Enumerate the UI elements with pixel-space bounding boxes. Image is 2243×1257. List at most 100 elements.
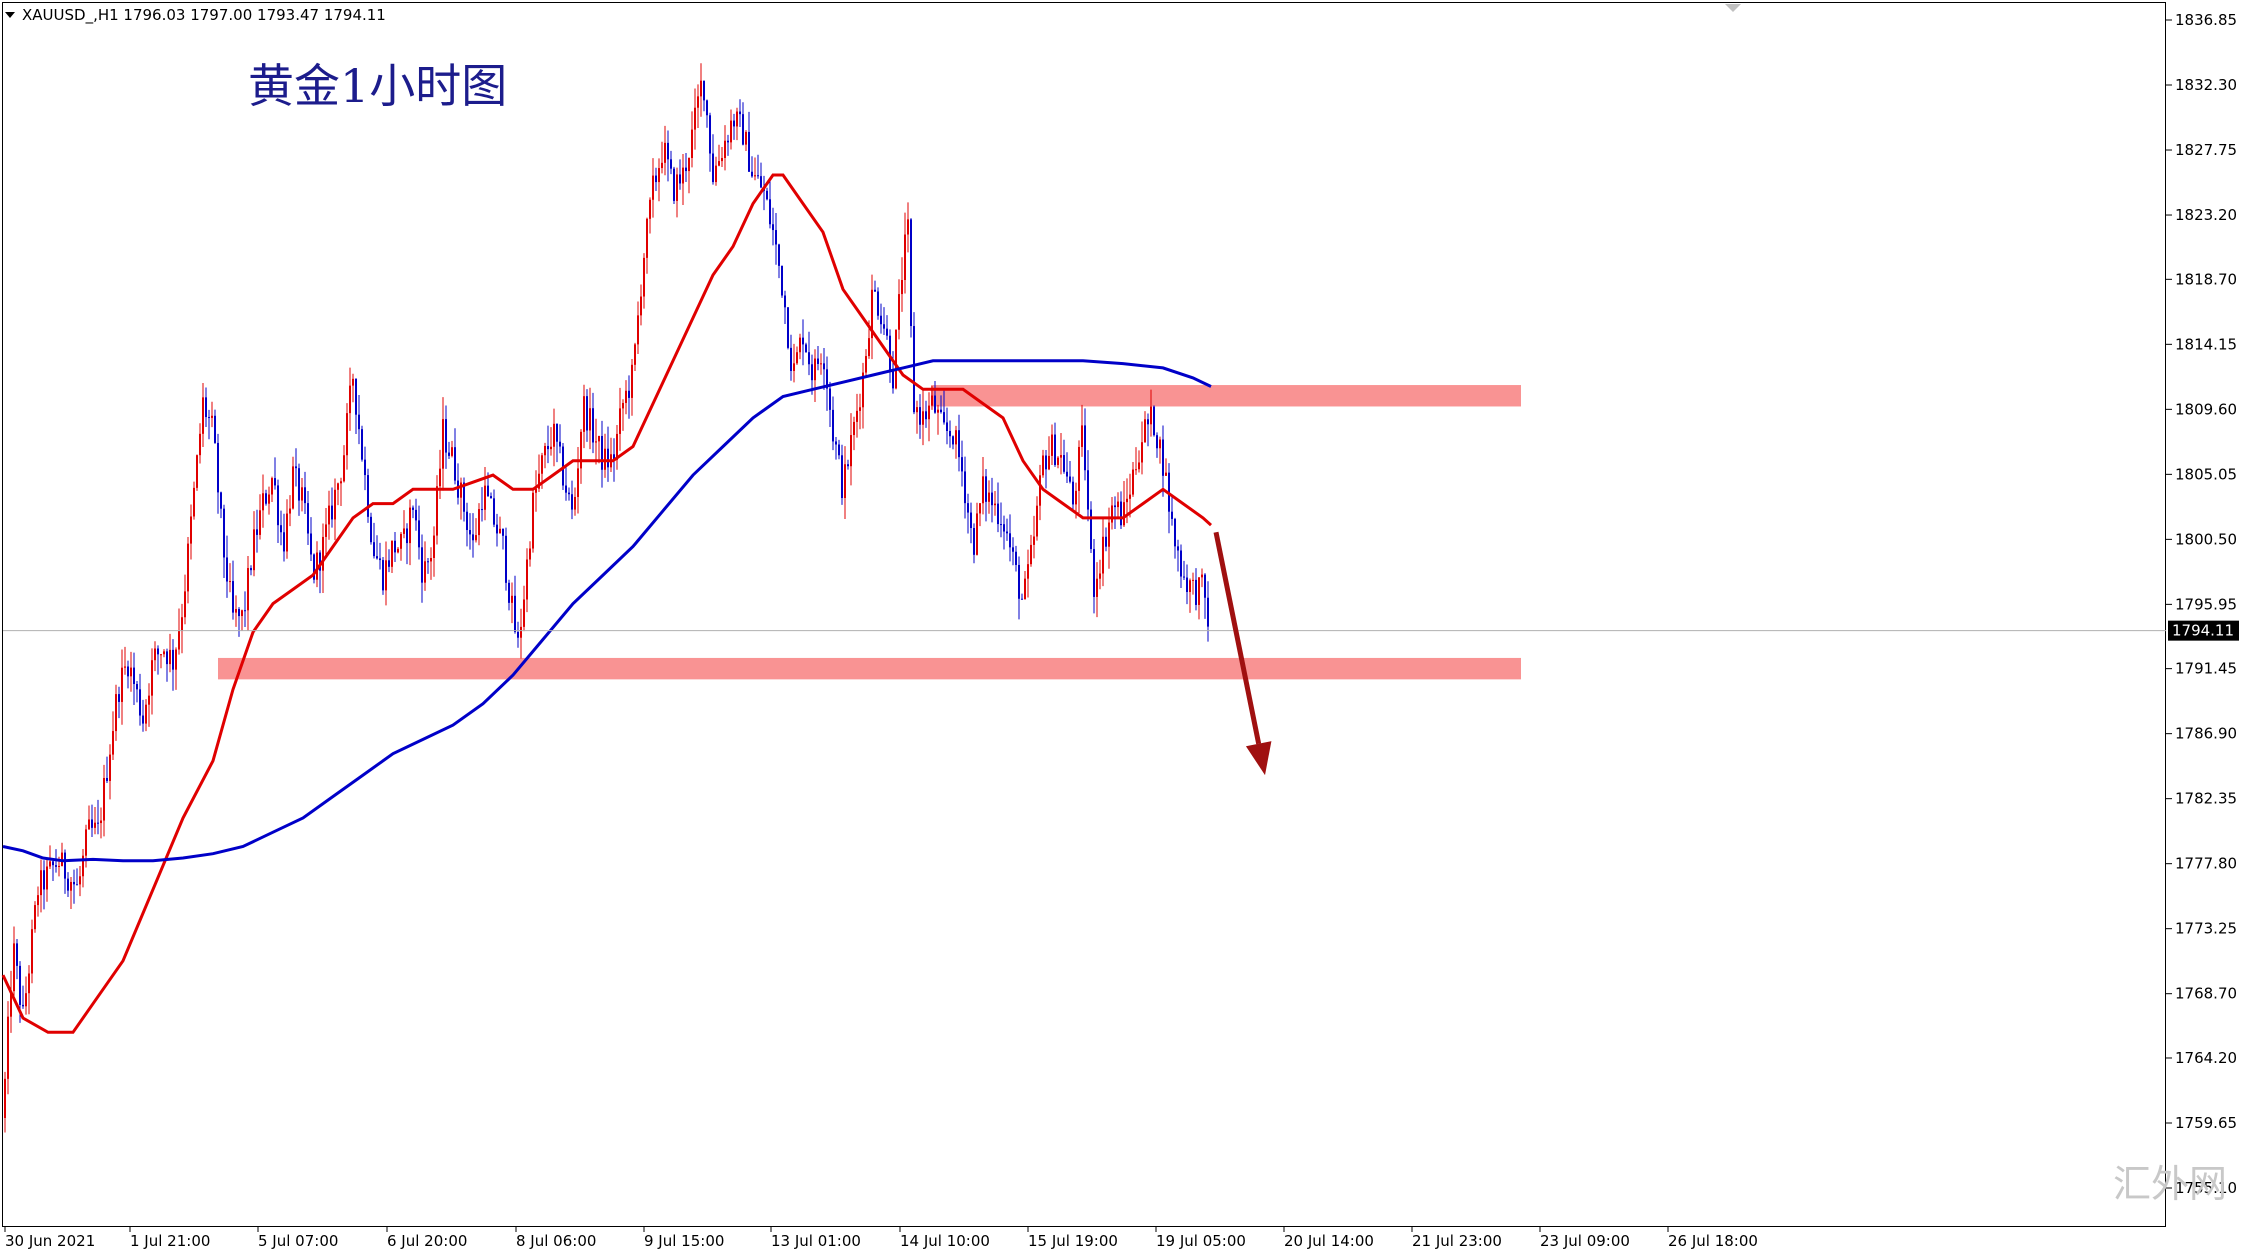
candle-body <box>520 626 522 638</box>
candle-body <box>1033 536 1035 545</box>
candle-body <box>499 528 501 534</box>
candle-body <box>1138 462 1140 470</box>
candle-body <box>55 865 57 867</box>
candle-body <box>766 190 768 200</box>
candle-body <box>661 162 663 169</box>
candle-body <box>667 142 669 160</box>
candle-body <box>919 407 921 425</box>
x-tick-label: 8 Jul 06:00 <box>516 1232 596 1250</box>
candle-body <box>10 991 12 1017</box>
candle-body <box>955 430 957 445</box>
candle-body <box>100 820 102 824</box>
x-tick-label: 30 Jun 2021 <box>5 1232 95 1250</box>
candle-body <box>22 1004 24 1007</box>
candle-body <box>772 224 774 231</box>
candle-body <box>514 595 516 632</box>
candle-body <box>640 296 642 316</box>
resistance-zone-1[interactable] <box>931 385 1521 407</box>
candle-body <box>1063 455 1065 472</box>
candle-body <box>505 535 507 583</box>
candle-body <box>472 534 474 541</box>
candle-body <box>1096 578 1098 597</box>
candle-body <box>883 324 885 329</box>
candle-body <box>409 507 411 544</box>
candle-body <box>889 335 891 372</box>
candle-body <box>1060 455 1062 458</box>
candle-body <box>295 466 297 469</box>
current-price-tag: 1794.11 <box>2168 620 2239 641</box>
candle-body <box>70 881 72 891</box>
candle-body <box>1015 551 1017 565</box>
candle-body <box>556 423 558 442</box>
candle-body <box>1030 544 1032 565</box>
symbol-menu-triangle-icon[interactable] <box>5 12 15 18</box>
candle-body <box>88 819 90 830</box>
candle-body <box>343 455 345 482</box>
candle-body <box>961 457 963 472</box>
candle-body <box>853 421 855 436</box>
candle-body <box>958 430 960 458</box>
candle-body <box>352 378 354 386</box>
candle-body <box>238 609 240 617</box>
candle-body <box>316 552 318 580</box>
candle-body <box>1180 550 1182 577</box>
candle-body <box>67 878 69 891</box>
candle-body <box>775 230 777 245</box>
candle-body <box>856 410 858 422</box>
candle-body <box>1003 524 1005 532</box>
y-tick-label: 1764.20 <box>2175 1049 2237 1067</box>
candle-body <box>127 666 129 677</box>
candle-body <box>1165 472 1167 476</box>
trend-arrow-shaft[interactable] <box>1213 531 1262 745</box>
candle-body <box>1171 511 1173 519</box>
candle-body <box>934 395 936 413</box>
candle-body <box>64 852 66 879</box>
candle-body <box>868 338 870 357</box>
y-tick-label: 1773.25 <box>2175 920 2237 938</box>
candle-body <box>82 855 84 877</box>
candle-body <box>634 344 636 365</box>
candle-body <box>130 667 132 677</box>
candle-body <box>37 895 39 906</box>
candle-body <box>175 649 177 670</box>
candle-body <box>442 419 444 469</box>
chart-shift-marker[interactable] <box>1725 4 1741 12</box>
candle-body <box>1147 419 1149 425</box>
candle-body <box>1150 406 1152 425</box>
candle-body <box>292 466 294 509</box>
candle-body <box>844 464 846 498</box>
candle-body <box>196 455 198 488</box>
candle-body <box>730 120 732 143</box>
candle-body <box>178 631 180 650</box>
candle-body <box>1009 533 1011 548</box>
candle-body <box>1066 471 1068 477</box>
candle-body <box>460 482 462 498</box>
candle-body <box>1204 574 1206 598</box>
candle-body <box>910 219 912 327</box>
candle-body <box>490 496 492 499</box>
candle-body <box>94 822 96 828</box>
candle-body <box>835 441 837 445</box>
candle-body <box>466 511 468 531</box>
candle-body <box>307 503 309 534</box>
candle-body <box>598 435 600 442</box>
candle-body <box>511 595 513 603</box>
candle-body <box>778 244 780 266</box>
candle-body <box>733 120 735 127</box>
candle-body <box>1024 578 1026 600</box>
candle-body <box>133 667 135 685</box>
candle-body <box>784 295 786 308</box>
candle-body <box>751 171 753 177</box>
y-tick-label: 1836.85 <box>2175 11 2237 29</box>
resistance-zone-2[interactable] <box>218 657 1521 680</box>
candle-body <box>979 503 981 514</box>
candle-body <box>508 582 510 603</box>
candle-body <box>502 528 504 536</box>
candle-body <box>214 415 216 443</box>
trend-arrow-head[interactable] <box>1245 741 1272 776</box>
candle-body <box>586 396 588 431</box>
candle-body <box>1132 469 1134 495</box>
candle-body <box>148 695 150 705</box>
